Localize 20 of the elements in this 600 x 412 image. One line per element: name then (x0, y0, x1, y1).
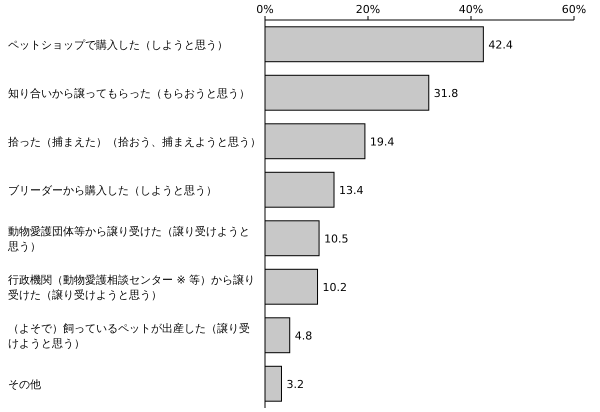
y-tick-label: 知り合いから譲ってもらった（もらおうと思う） (8, 86, 250, 100)
data-label: 10.2 (322, 280, 348, 294)
x-tick-label: 60% (562, 3, 586, 16)
x-tick-label: 0% (256, 3, 274, 16)
data-label: 42.4 (488, 38, 513, 52)
data-label: 19.4 (370, 135, 394, 148)
y-tick-label: 動物愛護団体等から譲り受けた（譲り受けようと思う） (7, 224, 250, 253)
x-tick-label: 40% (458, 3, 484, 16)
y-tick-label: その他 (8, 378, 41, 391)
data-label: 3.2 (286, 378, 304, 391)
data-label: 13.4 (339, 184, 364, 197)
y-tick-label: （よそで）飼っているペットが出産した（譲り受けようと思う） (8, 322, 250, 350)
x-tick-label: 20% (356, 3, 380, 16)
data-label: 4.8 (294, 329, 312, 342)
y-tick-label: 拾った（捕まえた）（拾おう、捕まえようと思う） (8, 135, 261, 148)
y-tick-label: ペットショップで購入した（しようと思う） (8, 38, 228, 52)
y-tick-label: 行政機関（動物愛護相談センター ※ 等）から譲り受けた（譲り受けようと思う） (8, 273, 256, 302)
data-label: 10.5 (324, 232, 349, 246)
data-label: 31.8 (434, 86, 458, 100)
y-tick-label: ブリーダーから購入した（しようと思う） (8, 184, 217, 197)
